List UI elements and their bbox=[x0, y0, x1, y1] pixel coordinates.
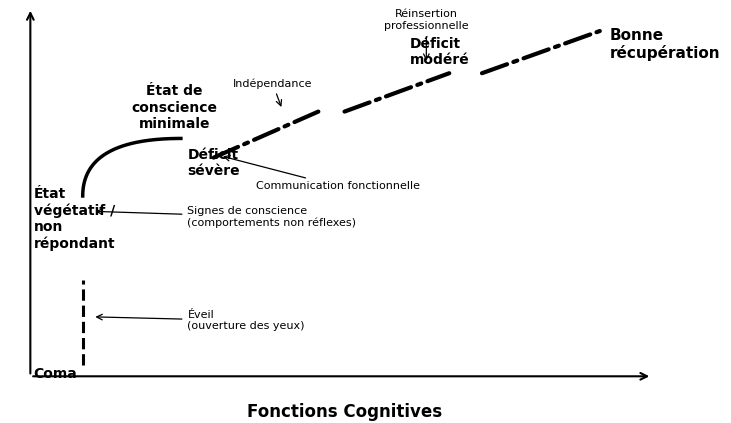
Text: Déficit
modéré: Déficit modéré bbox=[410, 37, 470, 67]
Text: Indépendance: Indépendance bbox=[232, 78, 312, 106]
Text: Communication fonctionnelle: Communication fonctionnelle bbox=[224, 156, 420, 191]
Text: Bonne
récupération: Bonne récupération bbox=[610, 27, 720, 61]
Text: État de
conscience
minimale: État de conscience minimale bbox=[132, 84, 217, 131]
Text: Signes de conscience
(comportements non réflexes): Signes de conscience (comportements non … bbox=[96, 206, 357, 228]
Text: Fonctions Cognitives: Fonctions Cognitives bbox=[247, 403, 442, 421]
Text: Réinsertion
professionnelle: Réinsertion professionnelle bbox=[384, 9, 469, 60]
Text: État
végétatif /
non
répondant: État végétatif / non répondant bbox=[34, 187, 115, 251]
Text: Coma: Coma bbox=[34, 367, 77, 381]
Text: Éveil
(ouverture des yeux): Éveil (ouverture des yeux) bbox=[96, 310, 305, 332]
Text: Déficit
sévère: Déficit sévère bbox=[187, 148, 240, 178]
